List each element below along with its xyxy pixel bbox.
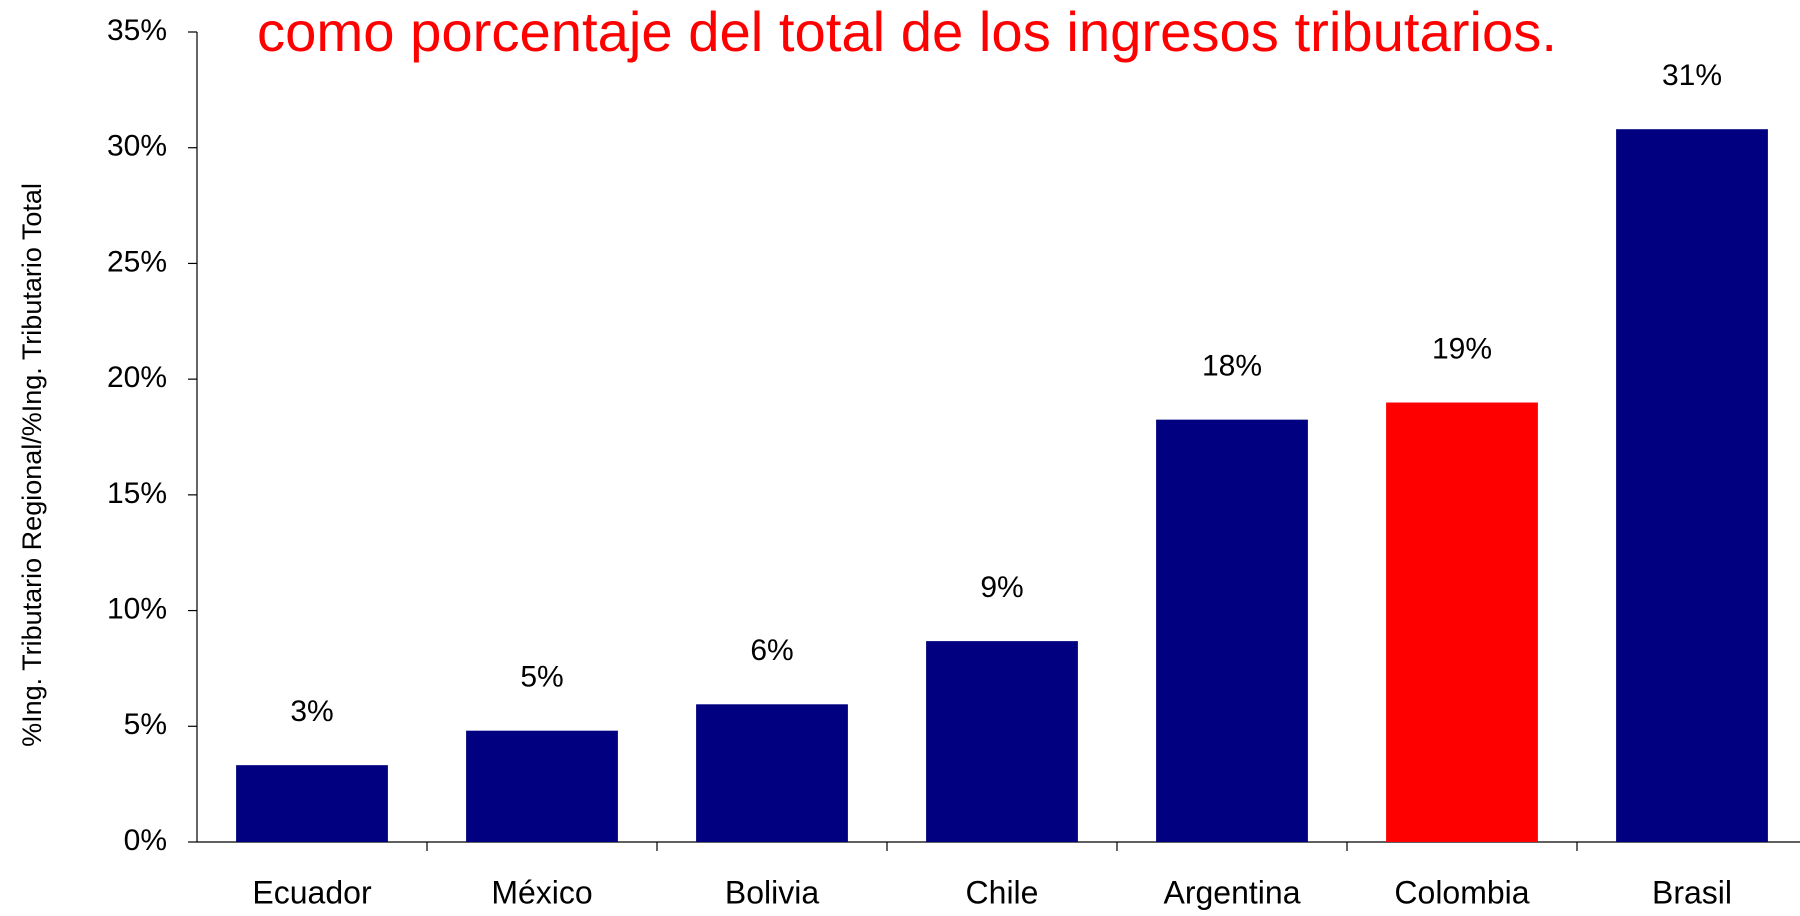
y-tick-label: 35%	[107, 14, 167, 47]
bar	[236, 765, 388, 842]
y-tick-label: 0%	[124, 824, 167, 857]
bar	[1156, 419, 1308, 842]
y-axis-label: %Ing. Tributario Regional/%Ing. Tributar…	[17, 183, 47, 747]
bar	[696, 704, 848, 842]
bar	[926, 641, 1078, 842]
chart-title: como porcentaje del total de los ingreso…	[257, 0, 1557, 63]
y-tick-label: 25%	[107, 245, 167, 278]
value-label: 9%	[980, 571, 1023, 604]
y-tick-label: 30%	[107, 130, 167, 163]
bar	[466, 730, 618, 842]
x-tick-label: Ecuador	[252, 874, 372, 910]
value-label: 31%	[1662, 59, 1722, 92]
value-label: 5%	[520, 661, 563, 694]
value-label: 18%	[1202, 350, 1262, 383]
y-tick-label: 5%	[124, 708, 167, 741]
y-tick-label: 20%	[107, 361, 167, 394]
x-tick-label: Colombia	[1394, 874, 1529, 910]
x-tick-label: Brasil	[1652, 874, 1732, 910]
bar	[1386, 402, 1538, 842]
value-label: 6%	[750, 634, 793, 667]
x-tick-label: México	[491, 874, 592, 910]
y-tick-label: 15%	[107, 477, 167, 510]
bar	[1616, 129, 1768, 842]
value-label: 19%	[1432, 332, 1492, 365]
x-tick-label: Chile	[966, 874, 1039, 910]
x-tick-label: Bolivia	[725, 874, 819, 910]
y-tick-label: 10%	[107, 592, 167, 625]
x-tick-label: Argentina	[1164, 874, 1301, 910]
value-label: 3%	[290, 695, 333, 728]
